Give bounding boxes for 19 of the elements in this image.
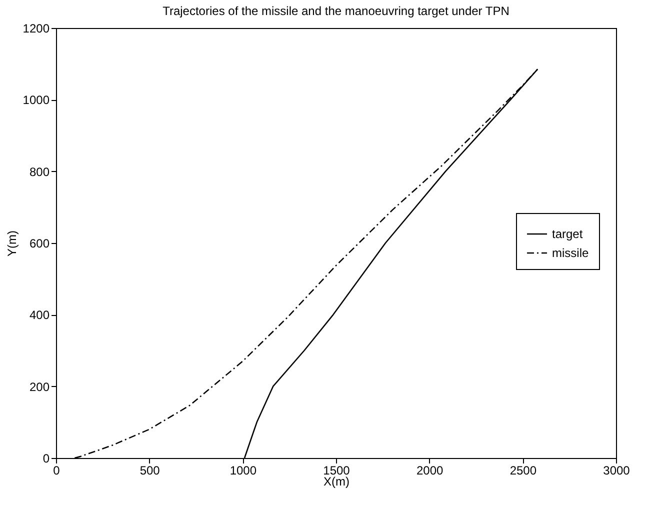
y-tick-label: 1000 (22, 93, 50, 108)
x-tick-label: 500 (140, 464, 160, 478)
x-tick-label: 2500 (510, 464, 537, 478)
x-tick-label: 1000 (230, 464, 257, 478)
y-tick-label: 200 (29, 380, 50, 394)
y-tick-label: 0 (42, 452, 50, 466)
y-axis-title: Y(m) (4, 230, 19, 256)
legend-label: target (552, 227, 584, 241)
x-axis-title: X(m) (324, 474, 350, 488)
y-tick-label: 800 (29, 164, 50, 179)
x-tick-label: 3000 (603, 464, 630, 478)
y-tick-label: 1200 (22, 22, 50, 36)
legend-label: missile (552, 246, 589, 260)
y-tick-label: 600 (29, 236, 50, 250)
x-tick-label: 1500 (323, 464, 350, 478)
y-tick-label: 400 (29, 308, 50, 322)
x-tick-label: 0 (53, 464, 60, 478)
chart-title: Trajectories of the missile and the manoeuvring target under TPN (162, 4, 510, 18)
x-tick-label: 2000 (416, 464, 444, 478)
